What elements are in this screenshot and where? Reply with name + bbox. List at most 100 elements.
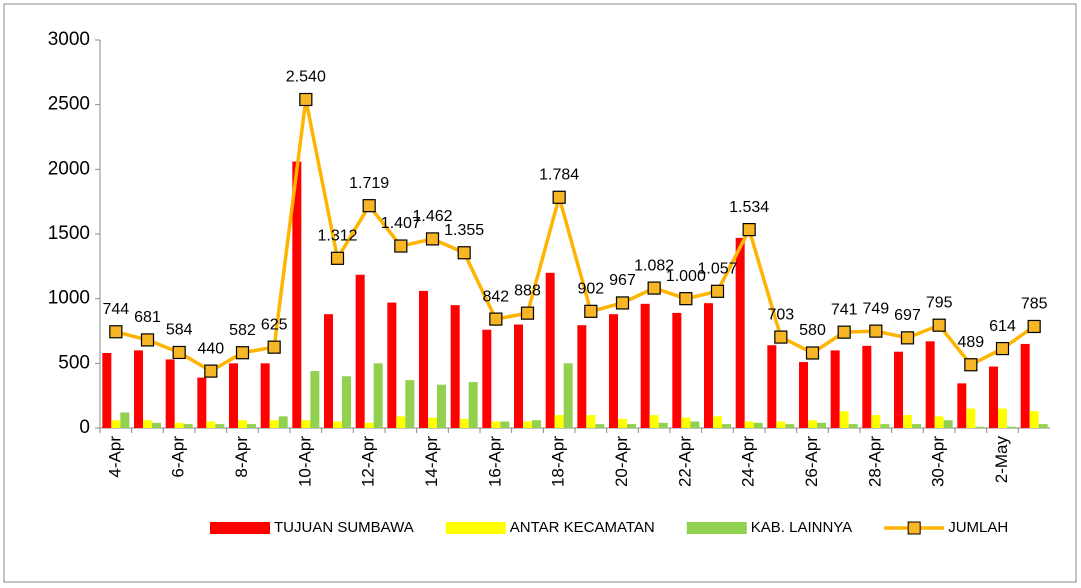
bar [957, 383, 967, 428]
bar [753, 422, 763, 428]
bar [102, 352, 112, 428]
marker [584, 304, 598, 318]
legend-marker [907, 521, 921, 535]
x-tick-label: 20-Apr [612, 436, 631, 487]
bar [713, 416, 722, 428]
marker [204, 364, 218, 378]
bar [514, 324, 523, 428]
bar [143, 420, 152, 428]
bar [609, 314, 618, 428]
bar [975, 426, 985, 428]
x-tick-label: 4-Apr [105, 436, 124, 478]
data-label: 614 [989, 318, 1016, 335]
bar [396, 416, 406, 428]
bar [428, 417, 437, 428]
bar [355, 274, 365, 428]
bar [989, 366, 998, 428]
marker [172, 345, 186, 360]
bar [627, 424, 636, 428]
marker [425, 232, 440, 246]
data-label: 1.784 [539, 166, 579, 183]
data-label: 1.057 [697, 261, 737, 278]
bar [767, 345, 777, 428]
bar [1007, 426, 1016, 428]
marker [140, 333, 155, 347]
data-label: 902 [577, 281, 604, 298]
legend-label: ANTAR KECAMATAN [510, 519, 655, 536]
marker [615, 296, 630, 310]
marker [964, 358, 978, 372]
bar [554, 415, 564, 428]
legend-swatch [210, 522, 270, 534]
y-tick-label: 1000 [48, 288, 90, 309]
marker [362, 199, 376, 213]
y-tick-label: 2000 [48, 158, 90, 179]
data-label: 888 [514, 282, 541, 299]
x-tick-label: 8-Apr [232, 436, 251, 478]
bar [577, 325, 587, 428]
bar [206, 421, 216, 428]
bar [532, 420, 541, 428]
x-tick-label: 16-Apr [485, 436, 504, 487]
marker [742, 223, 756, 237]
bar [785, 424, 795, 428]
bar [342, 376, 351, 428]
x-tick-label: 6-Apr [169, 436, 188, 478]
data-label: 625 [261, 316, 288, 333]
bar [459, 418, 469, 428]
data-label: 749 [862, 300, 889, 317]
data-label: 785 [1021, 296, 1048, 313]
data-label: 582 [229, 322, 256, 339]
y-tick-label: 2500 [48, 94, 90, 115]
marker [1027, 319, 1041, 334]
bar [324, 314, 333, 428]
bar [1020, 343, 1030, 428]
data-label: 1.082 [634, 257, 674, 274]
legend-label: JUMLAH [948, 519, 1008, 536]
bar [1029, 411, 1039, 428]
marker [805, 346, 820, 360]
bar [744, 421, 754, 428]
data-label: 967 [609, 272, 636, 289]
bar [373, 363, 383, 428]
bar [690, 421, 700, 428]
bar [215, 424, 225, 428]
marker [647, 281, 661, 295]
bar [152, 422, 161, 428]
y-tick-label: 500 [58, 352, 90, 373]
bar [862, 345, 872, 428]
marker [489, 312, 503, 326]
y-tick-label: 3000 [48, 29, 90, 50]
marker [109, 325, 123, 339]
bar [998, 408, 1007, 428]
bar [808, 420, 817, 428]
bar [468, 382, 478, 428]
bar [925, 341, 935, 428]
bar [405, 380, 415, 428]
marker [520, 306, 535, 320]
bar [247, 424, 256, 428]
data-label: 1.462 [412, 208, 452, 225]
bar [419, 290, 428, 428]
data-label: 703 [767, 306, 794, 323]
bar [482, 329, 492, 428]
legend-swatch [686, 522, 747, 534]
data-label: 1.534 [729, 199, 769, 216]
data-label: 1.355 [444, 222, 484, 239]
marker [679, 292, 693, 306]
bar [292, 161, 302, 428]
bar [903, 415, 912, 428]
y-tick-label: 1500 [48, 223, 90, 244]
bar [197, 377, 207, 428]
data-label: 842 [482, 288, 509, 305]
marker [267, 340, 281, 354]
data-label: 697 [894, 307, 921, 324]
bar [799, 362, 808, 428]
bar [238, 420, 247, 428]
bar [640, 303, 650, 428]
bar [894, 351, 903, 428]
marker [552, 190, 566, 204]
marker [932, 318, 946, 332]
chart-border [3, 3, 1077, 583]
bar [735, 237, 745, 428]
